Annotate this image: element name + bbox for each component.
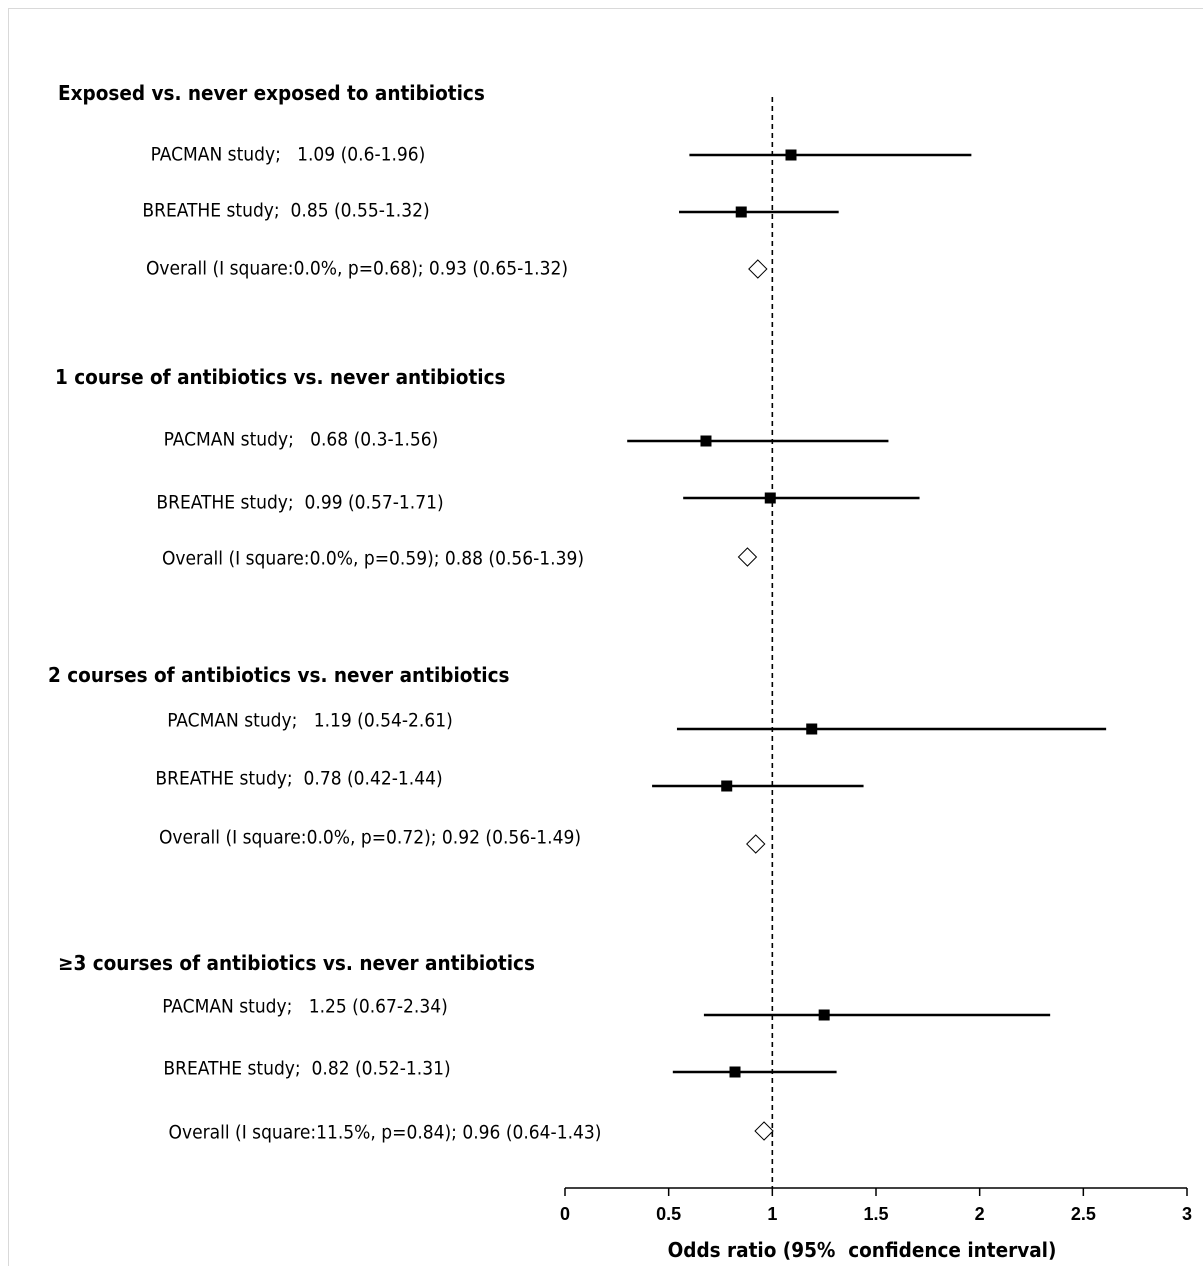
point-estimate-square bbox=[764, 492, 776, 504]
point-estimate-square bbox=[785, 149, 797, 161]
x-tick-label: 0 bbox=[560, 1204, 570, 1224]
group-title-1: Exposed vs. never exposed to antibiotics bbox=[58, 81, 485, 105]
group-title-4: ≥3 courses of antibiotics vs. never anti… bbox=[58, 951, 535, 975]
point-estimate-square bbox=[818, 1009, 830, 1021]
row-label: BREATHE study; 0.78 (0.42-1.44) bbox=[155, 768, 442, 790]
x-tick-label: 0.5 bbox=[656, 1204, 681, 1224]
row-label: PACMAN study; 0.68 (0.3-1.56) bbox=[164, 429, 439, 451]
x-axis-title: Odds ratio (95% confidence interval) bbox=[668, 1238, 1057, 1262]
group-title-3: 2 courses of antibiotics vs. never antib… bbox=[48, 663, 510, 687]
pooled-estimate-diamond bbox=[737, 547, 758, 567]
row-label: BREATHE study; 0.82 (0.52-1.31) bbox=[163, 1058, 450, 1080]
row-label: Overall (I square:11.5%, p=0.84); 0.96 (… bbox=[169, 1122, 602, 1144]
row-label: PACMAN study; 1.25 (0.67-2.34) bbox=[162, 996, 448, 1018]
chart-frame bbox=[8, 8, 1203, 1266]
x-tick-label: 3 bbox=[1182, 1204, 1192, 1224]
x-tick-label: 2.5 bbox=[1071, 1204, 1096, 1224]
group-title-2: 1 course of antibiotics vs. never antibi… bbox=[55, 365, 506, 389]
pooled-estimate-diamond bbox=[754, 1121, 774, 1141]
row-label: BREATHE study; 0.99 (0.57-1.71) bbox=[156, 492, 443, 514]
x-tick-label: 1.5 bbox=[863, 1204, 888, 1224]
row-label: PACMAN study; 1.09 (0.6-1.96) bbox=[151, 144, 426, 166]
point-estimate-square bbox=[735, 206, 747, 218]
point-estimate-square bbox=[721, 780, 733, 792]
x-tick-label: 1 bbox=[767, 1204, 777, 1224]
point-estimate-square bbox=[729, 1066, 741, 1078]
pooled-estimate-diamond bbox=[746, 834, 766, 854]
pooled-estimate-diamond bbox=[748, 259, 768, 279]
point-estimate-square bbox=[806, 723, 818, 735]
row-label: Overall (I square:0.0%, p=0.68); 0.93 (0… bbox=[146, 258, 568, 280]
row-label: Overall (I square:0.0%, p=0.59); 0.88 (0… bbox=[162, 548, 584, 570]
row-label: PACMAN study; 1.19 (0.54-2.61) bbox=[167, 710, 453, 732]
row-label: Overall (I square:0.0%, p=0.72); 0.92 (0… bbox=[159, 827, 581, 849]
x-tick-label: 2 bbox=[975, 1204, 985, 1224]
point-estimate-square bbox=[700, 435, 712, 447]
row-label: BREATHE study; 0.85 (0.55-1.32) bbox=[142, 200, 429, 222]
